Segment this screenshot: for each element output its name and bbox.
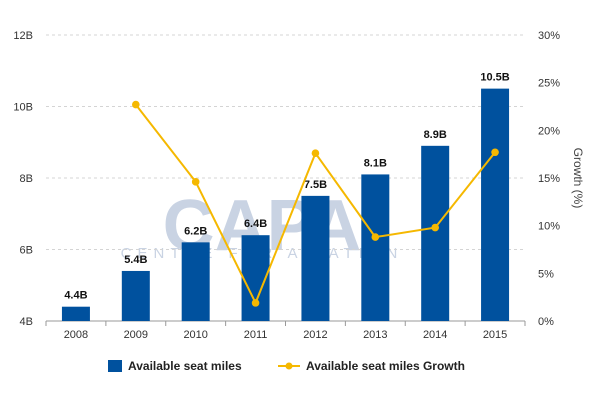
bar-series xyxy=(61,88,510,321)
x-tick-label: 2008 xyxy=(64,329,88,341)
left-tick-label: 4B xyxy=(20,316,33,328)
x-tick-label: 2011 xyxy=(244,329,268,341)
growth-point xyxy=(132,100,140,109)
bar xyxy=(181,242,210,321)
bar-data-label: 5.4B xyxy=(124,254,147,266)
x-tick-label: 2010 xyxy=(183,329,207,341)
x-tick-label: 2014 xyxy=(423,329,447,341)
legend-line-label: Available seat miles Growth xyxy=(306,359,465,373)
bar xyxy=(481,88,510,321)
left-axis: 4B 6B 8B 10B 12B xyxy=(13,30,33,328)
right-tick-label: 5% xyxy=(538,268,554,280)
x-tick-label: 2009 xyxy=(124,329,148,341)
legend-line-marker xyxy=(285,362,293,370)
left-tick-label: 6B xyxy=(20,245,33,257)
x-axis: 2008 2009 2010 2011 2012 2013 2014 2015 xyxy=(45,321,526,341)
bar xyxy=(421,145,450,321)
legend: Available seat miles Available seat mile… xyxy=(108,359,465,373)
bar-data-label: 4.4B xyxy=(64,290,87,302)
growth-point xyxy=(251,299,260,307)
bar-data-label: 8.1B xyxy=(364,157,387,169)
right-tick-label: 10% xyxy=(538,221,560,233)
bar-data-label: 6.2B xyxy=(184,225,207,237)
right-tick-label: 25% xyxy=(538,78,560,90)
legend-bar-swatch xyxy=(108,360,122,372)
bar-data-label: 8.9B xyxy=(424,129,447,141)
bar xyxy=(121,270,150,321)
left-tick-label: 12B xyxy=(13,30,33,42)
right-axis-title: Growth (%) xyxy=(571,148,585,209)
left-tick-label: 10B xyxy=(13,102,33,114)
bar-data-label: 10.5B xyxy=(480,72,509,84)
right-tick-label: 30% xyxy=(538,30,560,42)
bar-data-label: 7.5B xyxy=(304,179,327,191)
bar xyxy=(61,306,90,321)
bar xyxy=(361,174,390,321)
right-axis: 0% 5% 10% 15% 20% 25% 30% xyxy=(538,30,560,328)
growth-line-series xyxy=(132,100,499,307)
x-tick-label: 2013 xyxy=(363,329,387,341)
right-tick-label: 20% xyxy=(538,125,560,137)
growth-point xyxy=(191,178,200,186)
bar xyxy=(301,195,330,321)
growth-point xyxy=(371,233,380,241)
left-tick-label: 8B xyxy=(20,173,33,185)
growth-point xyxy=(311,149,320,158)
legend-bar-label: Available seat miles xyxy=(128,359,242,373)
x-tick-label: 2015 xyxy=(483,329,507,341)
right-tick-label: 0% xyxy=(538,316,554,328)
bar-data-label: 6.4B xyxy=(244,218,267,230)
right-tick-label: 15% xyxy=(538,173,560,185)
growth-point xyxy=(431,223,439,232)
bar-data-labels: 4.4B 5.4B 6.2B 6.4B 7.5B 8.1B 8.9B 10.5B xyxy=(64,72,509,302)
growth-point xyxy=(491,148,499,157)
x-tick-label: 2012 xyxy=(303,329,327,341)
grid-lines xyxy=(46,34,525,322)
